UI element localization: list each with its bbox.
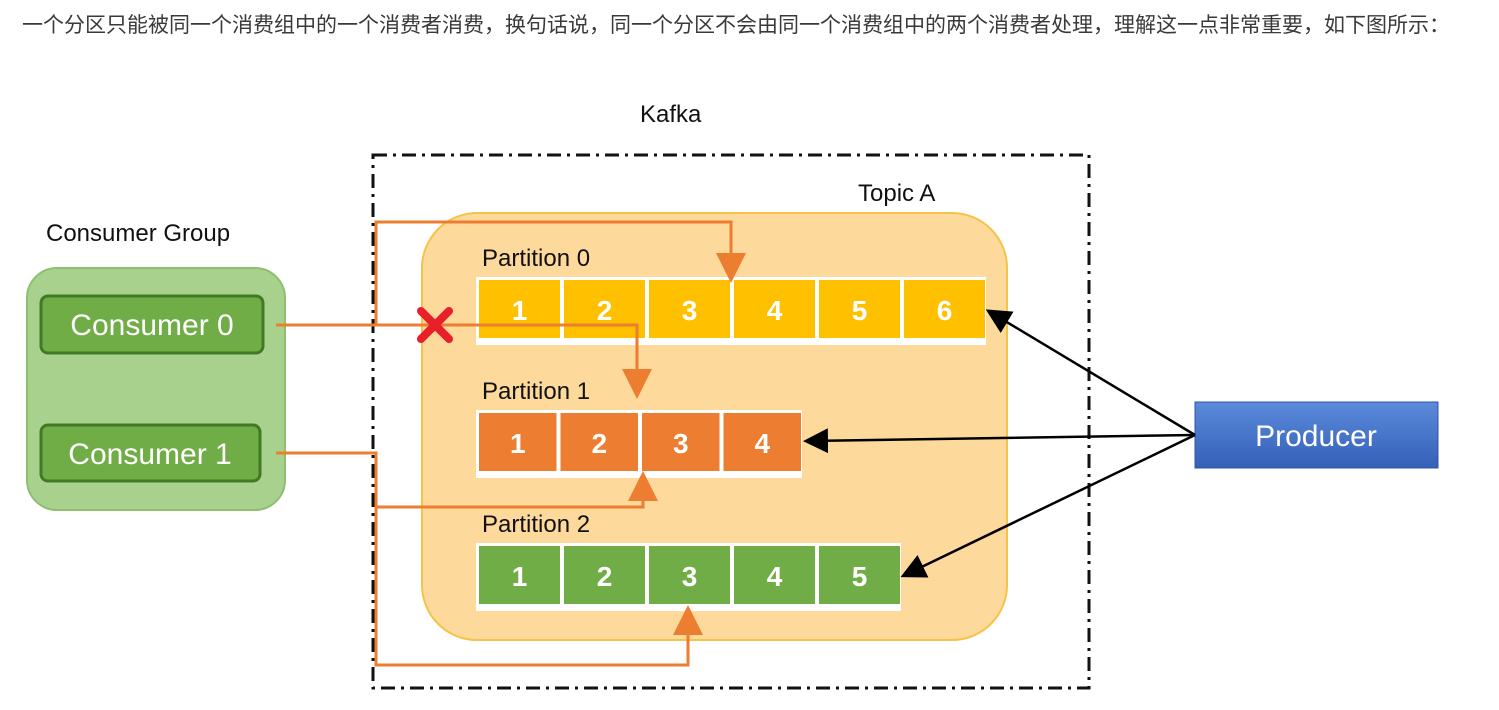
partition-2-label: Partition 2 bbox=[482, 511, 590, 538]
partition-2-offset: 2 bbox=[597, 561, 613, 592]
partition-2-message-cell bbox=[649, 546, 730, 604]
partition-0-message-cell bbox=[819, 280, 900, 338]
partition-1-message-cell bbox=[479, 413, 557, 471]
producer-to-partition-0 bbox=[985, 309, 1196, 437]
partition-0-message-cell bbox=[479, 280, 560, 338]
producer-label: Producer bbox=[1255, 420, 1377, 453]
consumer-0[interactable]: Consumer 0 bbox=[39, 294, 265, 355]
consumer-1-to-partition-2 bbox=[276, 451, 703, 667]
partition-1-message-cell bbox=[560, 413, 638, 471]
kafka-cluster-boundary bbox=[371, 153, 1091, 690]
consumer-group-label: Consumer Group bbox=[46, 220, 230, 247]
partition-2-message-cell bbox=[564, 546, 645, 604]
intro-paragraph: 一个分区只能被同一个消费组中的一个消费者消费，换句话说，同一个分区不会由同一个消… bbox=[22, 13, 1450, 37]
partition-2-offset: 5 bbox=[852, 561, 868, 592]
producer-to-partition-2 bbox=[900, 433, 1196, 578]
producer-to-partition-1 bbox=[803, 428, 1196, 454]
producer-box[interactable]: Producer bbox=[1194, 401, 1439, 469]
partition-1-offset: 4 bbox=[754, 428, 770, 459]
topic-label: Topic A bbox=[858, 180, 935, 207]
partition-0-message-cell bbox=[734, 280, 815, 338]
partition-1-offset: 2 bbox=[591, 428, 607, 459]
partition-1-label: Partition 1 bbox=[482, 378, 590, 405]
partition-1-message-cell bbox=[642, 413, 720, 471]
consumer-0-to-partition-0 bbox=[276, 220, 746, 327]
partition-0-log bbox=[476, 277, 986, 345]
kafka-label: Kafka bbox=[640, 101, 702, 128]
consumer-1[interactable]: Consumer 1 bbox=[39, 423, 262, 483]
partition-1-offset: 1 bbox=[510, 428, 526, 459]
partition-0-offset: 3 bbox=[682, 295, 698, 326]
partition-0-message-cell bbox=[564, 280, 645, 338]
consumer-0-to-partition-1-blocked bbox=[376, 323, 652, 399]
partition-2-offset: 3 bbox=[682, 561, 698, 592]
partition-2-message-cell bbox=[734, 546, 815, 604]
partition-0-offset: 5 bbox=[852, 295, 868, 326]
partition-2-offset: 4 bbox=[767, 561, 783, 592]
partition-0-offset: 6 bbox=[937, 295, 953, 326]
consumer-1-to-partition-1 bbox=[376, 471, 658, 509]
partitions: Partition 0 1 2 3 4 5 6 Partition 1 1 2 3 4 Partitio… bbox=[476, 245, 986, 611]
partition-1-offset: 3 bbox=[673, 428, 689, 459]
partition-0-message-cell bbox=[904, 280, 985, 338]
partition-0-label: Partition 0 bbox=[482, 245, 590, 272]
consumer-0-label: Consumer 0 bbox=[70, 309, 233, 342]
partition-2-message-cell bbox=[479, 546, 560, 604]
partition-0-offset: 2 bbox=[597, 295, 613, 326]
partition-2-offset: 1 bbox=[512, 561, 528, 592]
partition-0-offset: 1 bbox=[512, 295, 528, 326]
partition-2-message-cell bbox=[819, 546, 900, 604]
partition-0-offset: 4 bbox=[767, 295, 783, 326]
partition-1-message-cell bbox=[723, 413, 801, 471]
partition-0-message-cell bbox=[649, 280, 730, 338]
consumer-1-label: Consumer 1 bbox=[68, 438, 231, 471]
blocked-x-icon bbox=[417, 307, 453, 343]
